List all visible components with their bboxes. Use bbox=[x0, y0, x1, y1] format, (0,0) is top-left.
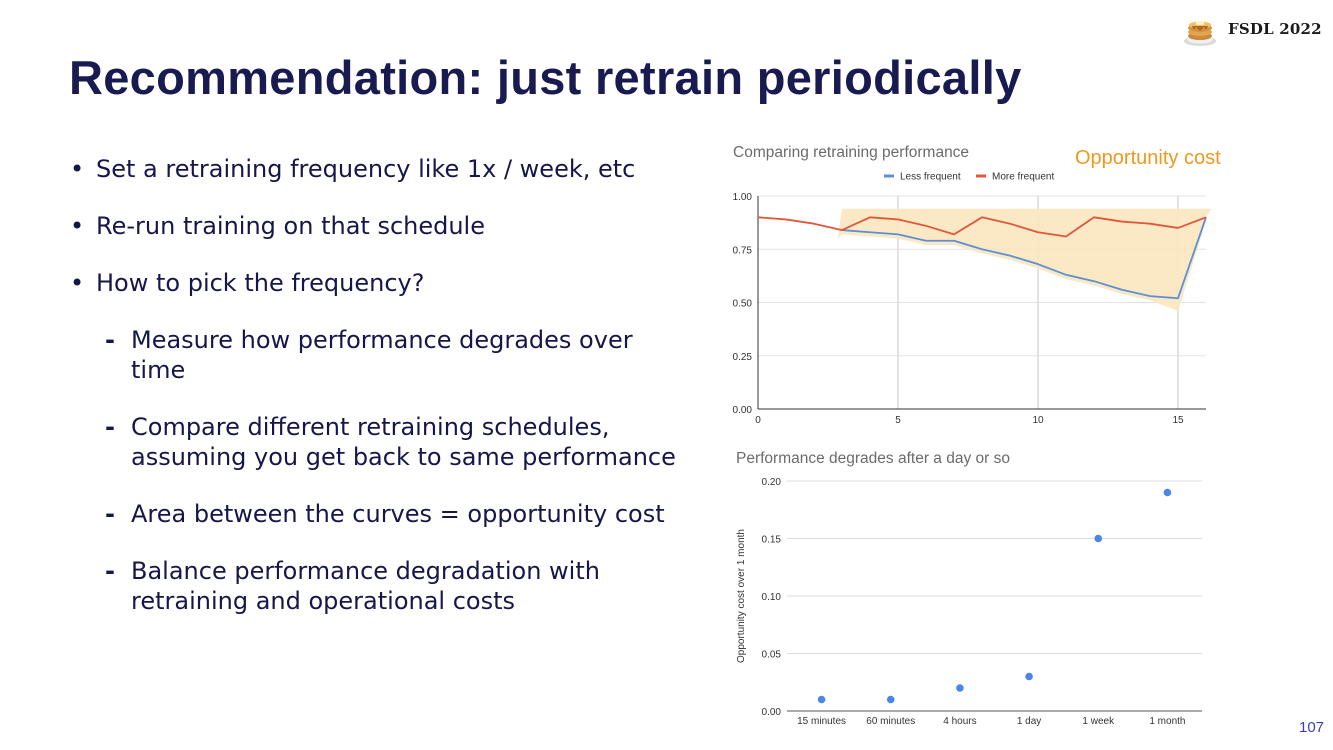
x-tick-label: 1 month bbox=[1149, 716, 1185, 727]
series-line-more-frequent bbox=[757, 216, 1207, 238]
x-tick-label: 4 hours bbox=[943, 716, 976, 727]
sub-bullet-item: - Compare different retraining schedules… bbox=[68, 412, 678, 472]
data-point bbox=[1163, 488, 1172, 497]
y-axis-label: Opportunity cost over 1 month bbox=[736, 529, 747, 663]
bullet-dot: • bbox=[70, 269, 85, 297]
bullet-text: How to pick the frequency? bbox=[96, 269, 425, 297]
sub-bullet-text: Measure how performance degrades over ti… bbox=[131, 326, 633, 384]
sub-bullet-text: Balance performance degradation with ret… bbox=[131, 557, 600, 615]
chart-title: Comparing retraining performance bbox=[733, 144, 969, 161]
y-tick-label: 0.05 bbox=[762, 650, 782, 661]
opportunity-cost-annotation: Opportunity cost bbox=[1075, 147, 1221, 169]
y-tick-label: 0.00 bbox=[762, 707, 782, 718]
retraining-line-chart: Comparing retraining performance 0.00 0.25… bbox=[733, 144, 1222, 426]
sub-bullet-text: Compare different retraining schedules, … bbox=[131, 413, 676, 471]
sub-bullet-dash: - bbox=[105, 413, 115, 441]
y-tick-label: 0.00 bbox=[733, 405, 753, 416]
bullet-item: • Re-run training on that schedule bbox=[68, 211, 678, 241]
x-tick-label: 1 week bbox=[1082, 716, 1115, 727]
y-tick-label: 0.50 bbox=[733, 299, 753, 310]
bullet-item: • How to pick the frequency? bbox=[68, 268, 678, 298]
opportunity-cost-scatter-chart: Performance degrades after a day or so 0.… bbox=[736, 450, 1202, 727]
pancake-stack-icon bbox=[1184, 21, 1216, 46]
x-tick-label: 15 minutes bbox=[797, 716, 846, 727]
bullet-text: Re-run training on that schedule bbox=[96, 212, 485, 240]
sub-bullet-dash: - bbox=[105, 500, 115, 528]
y-tick-label: 0.15 bbox=[762, 535, 782, 546]
sub-bullet-item: - Balance performance degradation with r… bbox=[68, 556, 678, 616]
data-point bbox=[956, 684, 964, 692]
data-point bbox=[1025, 672, 1033, 681]
brand-label: FSDL 2022 bbox=[1228, 20, 1322, 38]
bullet-dot: • bbox=[70, 212, 85, 240]
y-tick-label: 0.75 bbox=[733, 245, 753, 256]
bullet-text: Set a retraining frequency like 1x / wee… bbox=[96, 155, 636, 183]
x-tick-label: 0 bbox=[755, 415, 761, 426]
sub-bullet-item: - Area between the curves = opportunity … bbox=[68, 499, 678, 529]
bullet-list: • Set a retraining frequency like 1x / w… bbox=[68, 154, 678, 643]
x-tick-label: 1 day bbox=[1017, 716, 1041, 727]
legend-label: More frequent bbox=[992, 172, 1054, 183]
sub-bullet-item: - Measure how performance degrades over … bbox=[68, 325, 678, 385]
slide-title: Recommendation: just retrain periodicall… bbox=[69, 51, 1022, 104]
page-number: 107 bbox=[1299, 719, 1325, 736]
sub-bullet-dash: - bbox=[105, 557, 115, 585]
x-tick-label: 5 bbox=[895, 415, 901, 426]
sub-bullet-text: Area between the curves = opportunity co… bbox=[131, 500, 665, 528]
data-point bbox=[817, 695, 826, 704]
sub-bullet-dash: - bbox=[105, 326, 115, 354]
legend-label: Less frequent bbox=[900, 172, 961, 183]
x-tick-label: 10 bbox=[1032, 415, 1044, 426]
x-tick-label: 60 minutes bbox=[866, 716, 915, 727]
y-tick-label: 0.20 bbox=[762, 477, 782, 488]
y-tick-label: 0.25 bbox=[733, 352, 753, 363]
bullet-dot: • bbox=[70, 155, 85, 183]
bullet-item: • Set a retraining frequency like 1x / w… bbox=[68, 154, 678, 184]
y-tick-label: 0.10 bbox=[762, 592, 782, 603]
x-tick-label: 15 bbox=[1172, 415, 1184, 426]
series-line-less-frequent bbox=[841, 217, 1207, 300]
y-tick-label: 1.00 bbox=[733, 192, 753, 203]
chart-title: Performance degrades after a day or so bbox=[736, 450, 1010, 467]
data-point bbox=[1094, 534, 1103, 543]
data-point bbox=[886, 695, 895, 704]
